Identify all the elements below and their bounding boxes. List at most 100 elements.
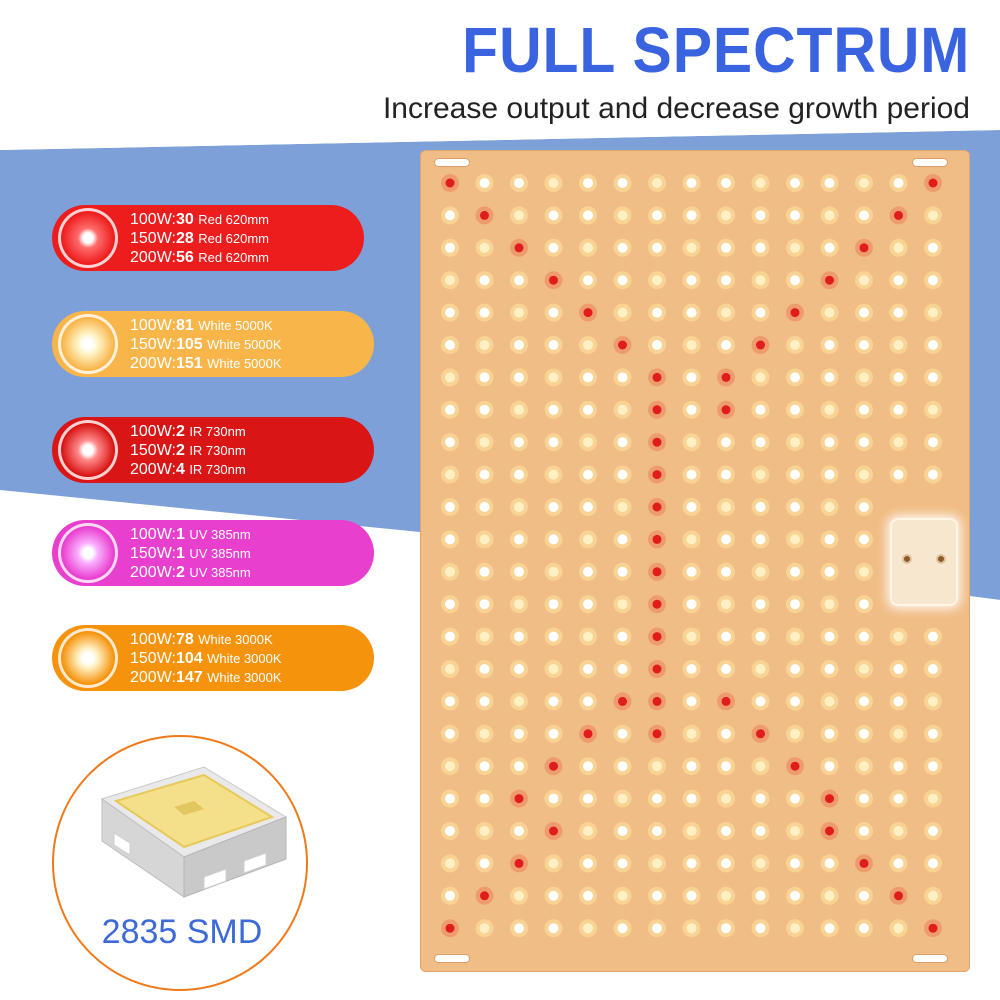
white-led-dot: [859, 793, 869, 804]
red-led-dot: [652, 372, 662, 382]
white-led-dot: [652, 307, 662, 318]
white-led-dot: [548, 404, 559, 415]
white-led-dot: [824, 761, 835, 772]
white-led-dot: [755, 210, 766, 221]
white-led-dot: [893, 404, 904, 415]
white-led-dot: [755, 761, 766, 772]
white-led-dot: [859, 372, 869, 383]
spec-power: 200W:: [130, 564, 176, 581]
white-led-dot: [686, 437, 697, 448]
white-led-dot: [893, 793, 904, 804]
white-led-dot: [824, 437, 835, 448]
white-led-dot: [583, 664, 593, 674]
white-led-dot: [617, 761, 628, 772]
white-led-dot: [445, 437, 455, 448]
white-led-dot: [893, 826, 904, 836]
red-led-dot: [721, 405, 731, 415]
spec-lines: 100W:1 UV 385nm 150W:1 UV 385nm 200W:2 U…: [130, 525, 251, 582]
white-led-dot: [514, 340, 524, 350]
white-led-dot: [548, 437, 559, 448]
white-led-dot: [445, 761, 455, 772]
white-led-dot: [686, 210, 697, 221]
white-led-dot: [583, 793, 593, 804]
red-led-dot: [514, 858, 524, 868]
spec-desc: Red 620mm: [198, 250, 270, 265]
white-led-dot: [790, 793, 800, 804]
white-led-dot: [893, 761, 904, 772]
white-led-dot: [721, 340, 731, 350]
white-led-dot: [548, 696, 559, 707]
white-led-dot: [686, 275, 697, 286]
white-led-dot: [617, 404, 628, 415]
white-led-dot: [617, 275, 628, 286]
white-led-dot: [652, 242, 662, 253]
white-led-dot: [617, 890, 628, 901]
white-led-dot: [514, 761, 524, 772]
headline-title: FULL SPECTRUM: [461, 14, 970, 86]
spec-count: 1: [175, 526, 185, 543]
spec-count: 151: [175, 355, 203, 372]
white-led-dot: [548, 923, 559, 934]
white-led-dot: [755, 502, 766, 512]
white-led-dot: [824, 469, 835, 480]
white-led-dot: [514, 275, 524, 286]
white-led-dot: [824, 404, 835, 415]
white-led-dot: [859, 664, 869, 674]
white-led-dot: [514, 534, 524, 545]
white-led-dot: [893, 275, 904, 286]
white-led-dot: [859, 534, 869, 545]
white-led-dot: [928, 275, 938, 286]
white-led-dot: [824, 242, 835, 253]
white-led-dot: [445, 469, 455, 480]
white-led-dot: [548, 372, 559, 383]
white-led-dot: [859, 469, 869, 480]
spec-count: 81: [175, 317, 194, 334]
red-led-dot: [618, 340, 627, 350]
white-led-dot: [583, 469, 593, 480]
white-led-dot: [721, 534, 731, 545]
white-led-dot: [824, 890, 835, 901]
red-led-dot: [652, 502, 662, 512]
white-led-dot: [686, 178, 697, 188]
spec-count: 105: [175, 336, 203, 353]
white-led-dot: [583, 178, 593, 188]
spec-row: 150W:2 IR 730nm: [130, 441, 246, 460]
white-led-dot: [652, 761, 662, 772]
white-led-dot: [445, 534, 455, 545]
white-led-dot: [790, 275, 800, 286]
white-led-dot: [548, 793, 559, 804]
spec-row: 200W:147 White 3000K: [130, 668, 282, 687]
spec-desc: White 3000K: [198, 632, 273, 647]
red-led-dot: [480, 891, 489, 901]
red-led-icon: [58, 208, 118, 268]
white-led-dot: [859, 566, 869, 577]
white-led-dot: [479, 178, 490, 188]
white-led-dot: [755, 178, 766, 188]
white-led-dot: [721, 469, 731, 480]
white-led-dot: [583, 437, 593, 448]
white-led-dot: [514, 826, 524, 836]
white-led-dot: [859, 890, 869, 901]
white-led-dot: [928, 696, 938, 707]
white-led-dot: [652, 826, 662, 836]
white-led-dot: [617, 826, 628, 836]
white-led-dot: [445, 696, 455, 707]
white-led-dot: [686, 923, 697, 934]
spec-pill-white-5000k: 100W:81 White 5000K 150W:105 White 5000K…: [52, 311, 374, 377]
white-led-dot: [790, 437, 800, 448]
white-led-dot: [755, 599, 766, 610]
white-led-dot: [548, 340, 559, 350]
white-led-dot: [721, 890, 731, 901]
white-led-dot: [928, 631, 938, 642]
white-led-dot: [479, 340, 490, 350]
white-led-dot: [652, 340, 662, 350]
white-led-dot: [445, 631, 455, 642]
white-led-dot: [479, 242, 490, 253]
spec-count: 30: [175, 211, 194, 228]
white-led-dot: [583, 534, 593, 545]
white-led-dot: [617, 631, 628, 642]
white-led-dot: [479, 404, 490, 415]
white-led-dot: [686, 858, 697, 869]
screw-icon: [936, 554, 946, 564]
spec-row: 100W:81 White 5000K: [130, 316, 282, 335]
